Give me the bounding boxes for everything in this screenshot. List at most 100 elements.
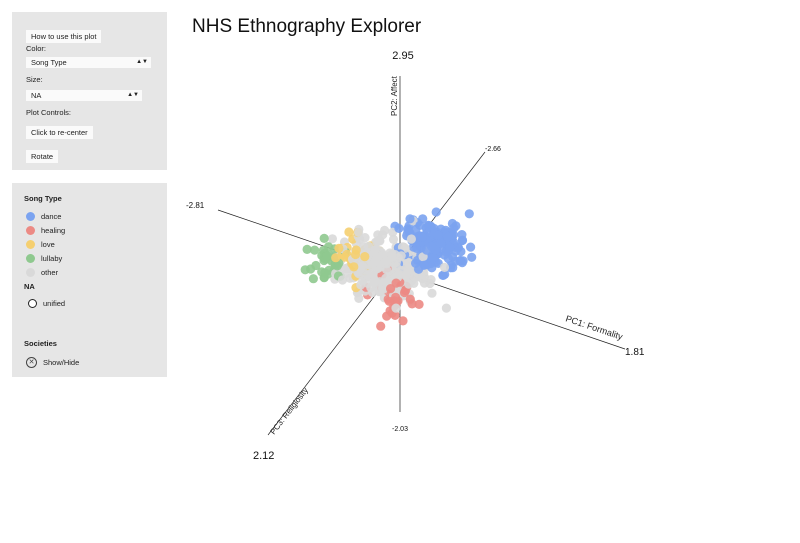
- rotate-button[interactable]: Rotate: [26, 150, 59, 163]
- data-point[interactable]: [354, 293, 364, 303]
- song-type-list: dance healing love lullaby other: [26, 209, 65, 279]
- data-point[interactable]: [363, 278, 373, 288]
- data-point[interactable]: [360, 233, 370, 243]
- data-point[interactable]: [375, 259, 385, 269]
- data-point[interactable]: [417, 232, 427, 242]
- data-point[interactable]: [431, 207, 441, 217]
- data-point[interactable]: [439, 262, 450, 272]
- data-point[interactable]: [419, 260, 429, 270]
- data-points[interactable]: [300, 207, 477, 331]
- data-point[interactable]: [360, 252, 370, 262]
- data-point[interactable]: [467, 252, 477, 262]
- data-point[interactable]: [354, 227, 364, 237]
- data-point[interactable]: [323, 242, 334, 252]
- legend-item-other[interactable]: other: [26, 265, 65, 279]
- data-point[interactable]: [440, 269, 450, 279]
- select-arrows-icon: ▲▼: [136, 59, 148, 65]
- data-point[interactable]: [382, 311, 392, 321]
- data-point[interactable]: [342, 268, 352, 278]
- pc3-min-label: -2.66: [485, 146, 501, 153]
- data-point[interactable]: [433, 230, 443, 240]
- data-point[interactable]: [344, 227, 354, 237]
- data-point[interactable]: [394, 223, 404, 233]
- recenter-button[interactable]: Click to re-center: [26, 126, 93, 139]
- data-point[interactable]: [319, 233, 329, 243]
- data-point[interactable]: [443, 232, 453, 242]
- data-point[interactable]: [351, 245, 361, 255]
- data-point[interactable]: [426, 241, 436, 251]
- data-point[interactable]: [375, 277, 385, 287]
- data-point[interactable]: [405, 294, 415, 304]
- data-point[interactable]: [387, 252, 397, 263]
- data-point[interactable]: [411, 225, 421, 235]
- data-point[interactable]: [311, 260, 321, 271]
- data-point[interactable]: [380, 225, 390, 235]
- data-point[interactable]: [308, 274, 318, 284]
- data-point[interactable]: [398, 316, 408, 326]
- data-point[interactable]: [401, 271, 411, 281]
- data-point[interactable]: [370, 245, 380, 255]
- data-point[interactable]: [406, 234, 416, 244]
- data-point[interactable]: [466, 242, 476, 252]
- data-point[interactable]: [327, 234, 337, 244]
- data-point[interactable]: [410, 272, 420, 282]
- color-swatch: [26, 211, 35, 221]
- color-select[interactable]: Song Type ▲▼: [26, 57, 151, 68]
- data-point[interactable]: [464, 209, 474, 219]
- data-point[interactable]: [391, 303, 401, 313]
- data-point[interactable]: [414, 299, 424, 309]
- data-point[interactable]: [382, 265, 392, 275]
- plot-controls-label: Plot Controls:: [26, 108, 72, 117]
- legend-item-label: love: [41, 239, 55, 249]
- data-point[interactable]: [334, 243, 344, 253]
- 3d-scatter-plot[interactable]: 2.95 -2.03 PC2: Affect -2.81 1.81 PC1: F…: [170, 40, 670, 480]
- legend-item-unified: unified: [28, 296, 65, 310]
- data-point[interactable]: [366, 268, 376, 278]
- data-point[interactable]: [404, 279, 414, 289]
- data-point[interactable]: [445, 242, 455, 252]
- legend-item-lullaby[interactable]: lullaby: [26, 251, 65, 265]
- data-point[interactable]: [376, 321, 386, 331]
- data-point[interactable]: [337, 275, 348, 285]
- data-point[interactable]: [322, 251, 332, 261]
- data-point[interactable]: [390, 310, 400, 320]
- data-point[interactable]: [388, 234, 399, 244]
- data-point[interactable]: [455, 256, 465, 266]
- controls-panel: How to use this plot Color: Song Type ▲▼…: [12, 12, 167, 170]
- data-point[interactable]: [331, 253, 341, 263]
- data-point[interactable]: [427, 288, 437, 298]
- data-point[interactable]: [399, 287, 410, 298]
- data-point[interactable]: [405, 214, 415, 224]
- how-to-use-button[interactable]: How to use this plot: [26, 30, 102, 43]
- data-point[interactable]: [310, 245, 320, 255]
- data-point[interactable]: [320, 268, 330, 278]
- show-hide-societies-toggle[interactable]: ✕ Show/Hide: [26, 355, 79, 369]
- data-point[interactable]: [449, 223, 459, 233]
- legend-item-love[interactable]: love: [26, 237, 65, 251]
- legend-size-title: NA: [24, 282, 35, 291]
- data-point[interactable]: [374, 235, 384, 245]
- data-point[interactable]: [300, 265, 310, 275]
- legend-item-label: lullaby: [41, 253, 63, 263]
- data-point[interactable]: [367, 261, 377, 271]
- data-point[interactable]: [349, 262, 359, 272]
- data-point[interactable]: [386, 284, 396, 294]
- color-label: Color:: [26, 44, 47, 53]
- legend-panel: Song Type dance healing love lullaby oth…: [12, 183, 167, 377]
- pc1-min-label: -2.81: [186, 201, 205, 210]
- pc2-max-label: 2.95: [392, 50, 413, 62]
- data-point[interactable]: [418, 214, 428, 224]
- data-point[interactable]: [428, 253, 438, 263]
- data-point[interactable]: [403, 225, 414, 235]
- data-point[interactable]: [356, 280, 366, 290]
- data-point[interactable]: [421, 223, 431, 233]
- data-point[interactable]: [441, 303, 451, 313]
- data-point[interactable]: [436, 238, 446, 248]
- data-point[interactable]: [302, 244, 312, 254]
- size-select[interactable]: NA ▲▼: [26, 90, 142, 101]
- legend-item-dance[interactable]: dance: [26, 209, 65, 223]
- legend-item-healing[interactable]: healing: [26, 223, 65, 237]
- data-point[interactable]: [391, 292, 401, 302]
- color-swatch: [26, 253, 35, 263]
- data-point[interactable]: [425, 278, 435, 289]
